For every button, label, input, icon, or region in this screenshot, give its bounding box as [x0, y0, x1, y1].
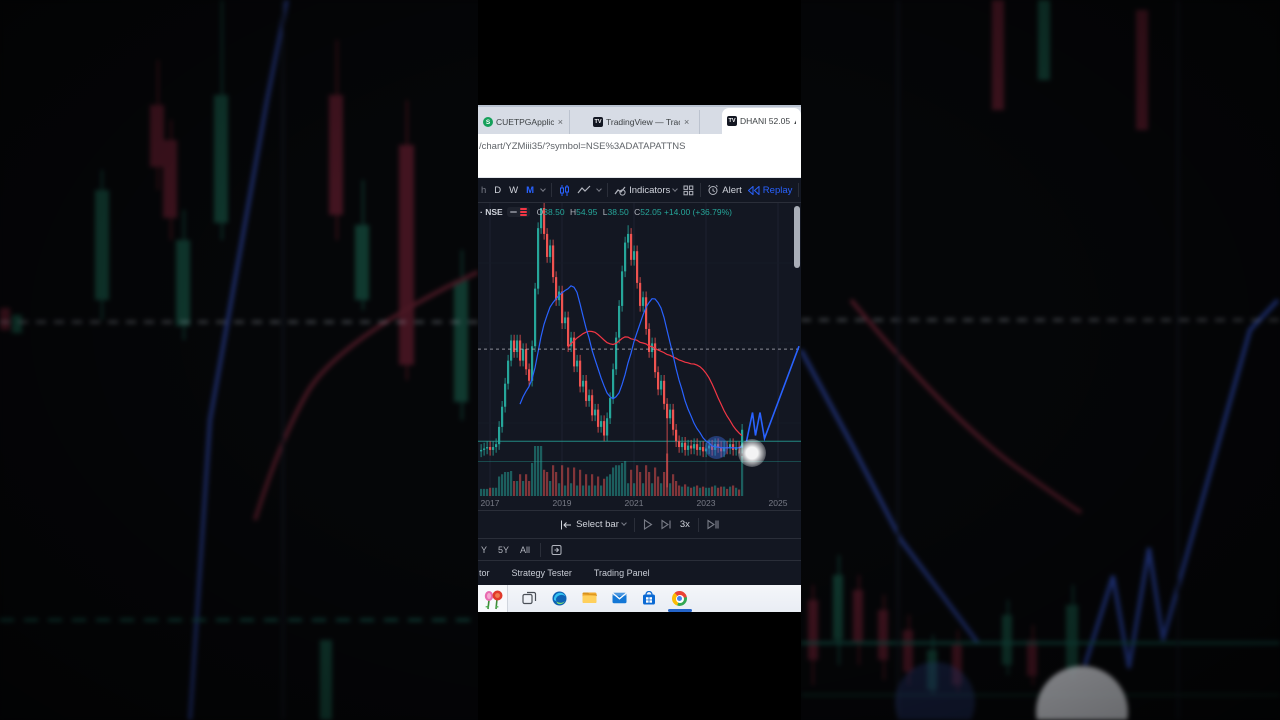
- select-bar-icon: [561, 520, 572, 529]
- timeframe-1w[interactable]: W: [509, 184, 519, 196]
- tab1-favicon: S: [483, 117, 493, 127]
- tab-strategy-tester[interactable]: Strategy Tester: [511, 568, 572, 578]
- low-value: 38.50: [607, 207, 629, 217]
- chevron-down-icon[interactable]: [596, 185, 602, 192]
- active-app-indicator: [668, 609, 692, 612]
- chrome-icon[interactable]: [672, 591, 687, 606]
- letterbox-bottom: [478, 612, 801, 720]
- mail-icon[interactable]: [612, 591, 627, 606]
- indicators-label: Indicators: [629, 184, 671, 196]
- tab2-close-icon[interactable]: ×: [684, 117, 690, 127]
- high-value: 54.95: [576, 207, 598, 217]
- browser-tabstrip: S CUETPGApplicationForm-2 × TV TradingVi…: [478, 105, 801, 134]
- timeframe-1d[interactable]: D: [494, 184, 502, 196]
- store-icon[interactable]: [642, 590, 657, 606]
- tab2-favicon: TV: [593, 117, 603, 127]
- browser-tab-2[interactable]: TV TradingView — Track All M ×: [588, 110, 700, 134]
- chart-legend: · NSE O38.50 H54.95 L38.50 C52.05 +14.00…: [480, 207, 732, 217]
- touch-indicator-blue: [705, 436, 728, 459]
- tab3-favicon: TV: [727, 116, 737, 126]
- edge-icon[interactable]: [552, 591, 567, 606]
- tab-trading-panel[interactable]: Trading Panel: [593, 568, 650, 578]
- indicators-button[interactable]: Indicators: [614, 184, 679, 196]
- tab2-label: TradingView — Track All M: [606, 117, 680, 127]
- low-label: L: [602, 207, 608, 217]
- select-bar-button[interactable]: Select bar: [560, 519, 627, 530]
- volume-layer: [480, 446, 744, 496]
- timeframe-1m[interactable]: M: [526, 184, 535, 196]
- hide-icon: [509, 211, 517, 213]
- layout-grid-icon[interactable]: [683, 185, 694, 196]
- alarm-clock-icon: [708, 184, 719, 195]
- tv-toolbar: h D W M Indicators: [478, 178, 801, 203]
- change-value: +14.00 (+36.79%): [663, 207, 732, 217]
- browser-tab-1[interactable]: S CUETPGApplicationForm-2 ×: [478, 110, 570, 134]
- svg-text:2019: 2019: [553, 498, 572, 508]
- ma-fast-line: [519, 285, 743, 449]
- open-value: 38.50: [543, 207, 565, 217]
- close-value: 52.05: [640, 207, 662, 217]
- replay-control-bar: Select bar 3x: [478, 510, 801, 538]
- touch-indicator-white: [738, 439, 766, 467]
- candles-layer: [480, 203, 744, 488]
- range-all[interactable]: All: [520, 544, 531, 555]
- alert-label: Alert: [722, 184, 742, 196]
- scrollbar[interactable]: [794, 206, 800, 268]
- indicators-icon: [614, 186, 626, 196]
- open-label: O: [536, 207, 544, 217]
- step-forward-button[interactable]: [661, 519, 672, 530]
- tab-pine-editor-partial[interactable]: tor: [479, 568, 490, 578]
- replay-button[interactable]: Replay: [747, 184, 793, 196]
- svg-text:2025: 2025: [769, 498, 788, 508]
- replay-speed[interactable]: 3x: [679, 519, 690, 530]
- timeframe-partial[interactable]: h: [481, 184, 487, 196]
- ma-slow-line: [567, 330, 743, 437]
- candle-style-icon[interactable]: [558, 184, 571, 197]
- url-text: /chart/YZMiii35/?symbol=NSE%3ADATAPATTNS: [479, 141, 686, 152]
- task-view-icon[interactable]: [522, 591, 537, 606]
- chevron-down-icon: [621, 520, 627, 526]
- select-bar-label: Select bar: [576, 519, 619, 530]
- symbol-label[interactable]: · NSE: [480, 207, 503, 217]
- chevron-down-icon[interactable]: [540, 185, 546, 192]
- screen-recording-column: S CUETPGApplicationForm-2 × TV TradingVi…: [478, 0, 801, 720]
- browser-tab-active[interactable]: TV DHANI 52.05 ▲ +0.6: [722, 108, 801, 134]
- browser-address-bar[interactable]: /chart/YZMiii35/?symbol=NSE%3ADATAPATTNS: [478, 134, 801, 159]
- zigzag-projection[interactable]: [745, 345, 800, 442]
- range-1y-partial[interactable]: Y: [481, 544, 488, 555]
- close-label: C: [634, 207, 641, 217]
- svg-text:2023: 2023: [697, 498, 716, 508]
- jump-to-end-button[interactable]: [707, 519, 719, 530]
- tab1-close-icon[interactable]: ×: [557, 117, 563, 127]
- price-chart[interactable]: 2017 2019 2021 2023 2025 · NSE O38.50 H54.95…: [478, 203, 801, 510]
- x-axis-labels: 2017 2019 2021 2023 2025: [481, 498, 788, 508]
- tab3-label: DHANI 52.05 ▲ +0.6: [740, 116, 796, 126]
- svg-text:2017: 2017: [481, 498, 500, 508]
- date-range-bar: Y 5Y All: [478, 538, 801, 560]
- range-5y[interactable]: 5Y: [498, 544, 510, 555]
- tab1-label: CUETPGApplicationForm-2: [496, 117, 554, 127]
- legend-collapsed-buttons[interactable]: [506, 207, 530, 217]
- bookmarks-bar: [478, 159, 801, 178]
- windows-taskbar: [478, 585, 801, 612]
- menu-icon: [519, 211, 527, 213]
- rewind-icon: [747, 185, 760, 195]
- high-label: H: [569, 207, 577, 217]
- svg-text:2021: 2021: [625, 498, 644, 508]
- play-button[interactable]: [643, 519, 653, 530]
- letterbox-top: [478, 0, 801, 105]
- chevron-down-icon: [672, 185, 679, 192]
- replay-label: Replay: [762, 184, 793, 196]
- go-to-date-icon[interactable]: [550, 544, 563, 556]
- widgets-flowers-icon[interactable]: [478, 585, 508, 612]
- bottom-panel-tabs: tor Strategy Tester Trading Panel: [478, 560, 801, 585]
- alert-button[interactable]: Alert: [707, 184, 742, 196]
- file-explorer-icon[interactable]: [582, 591, 597, 606]
- line-tool-icon[interactable]: [577, 185, 591, 195]
